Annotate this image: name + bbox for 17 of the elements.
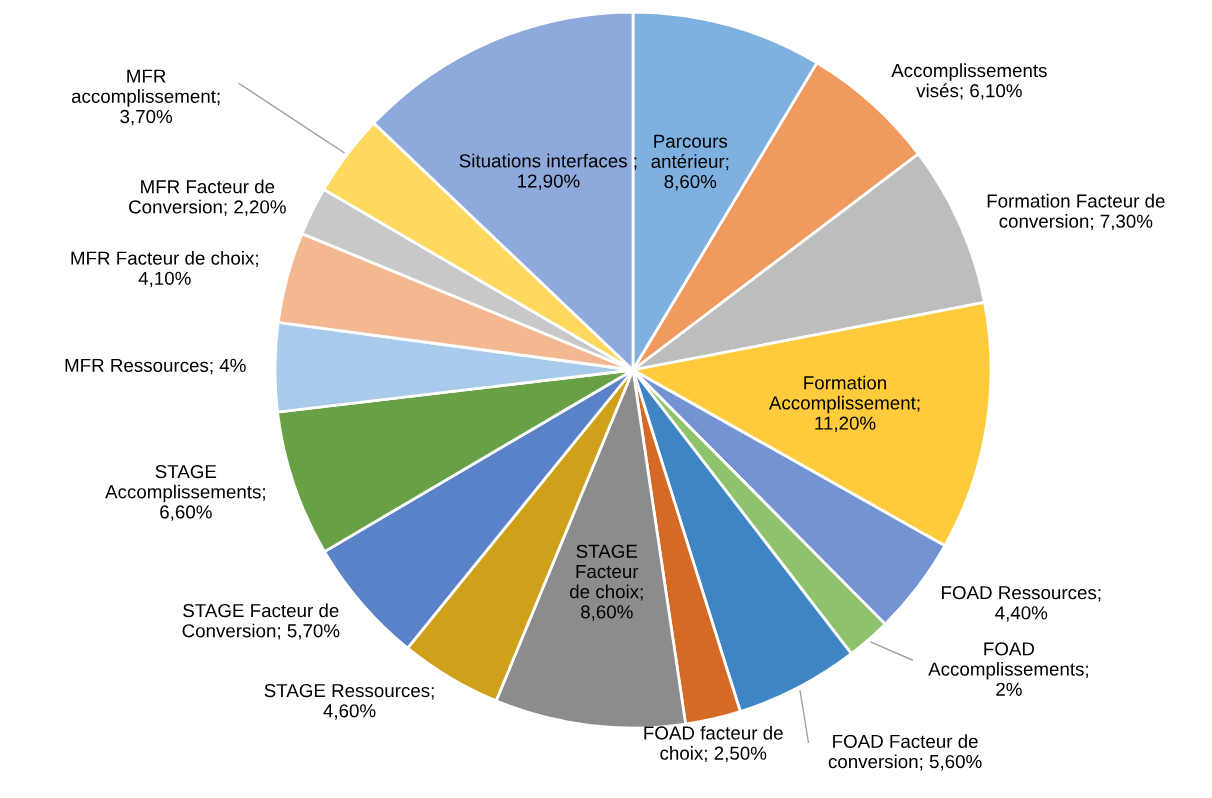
slice-label: MFR accomplissement; 3,70%	[71, 69, 220, 126]
slice-label: STAGE Facteur de Conversion; 5,70%	[182, 603, 340, 640]
slice-label: MFR Facteur de Conversion; 2,20%	[129, 179, 286, 216]
slice-label: FOAD Ressources; 4,40%	[942, 586, 1101, 622]
slice-label: STAGE Facteur de choix; 8,60%	[570, 544, 643, 621]
slice-label: FOAD facteur de choix; 2,50%	[644, 725, 783, 763]
slice-label: Situations interfaces ; 12,90%	[459, 153, 637, 190]
slice-label: Accomplissements visés; 6,10%	[891, 63, 1047, 100]
slice-label: FOAD Accomplissements; 2%	[928, 642, 1088, 696]
slice-label: MFR Facteur de choix; 4,10%	[71, 251, 258, 288]
slice-label: Parcours antérieur; 8,60%	[651, 134, 729, 191]
slice-label: Formation Facteur de conversion; 7,30%	[987, 193, 1165, 231]
slice-label: FOAD Facteur de conversion; 5,60%	[828, 734, 982, 771]
slice-label: STAGE Accomplissements; 6,60%	[105, 464, 265, 521]
slice-label: STAGE Ressources; 4,60%	[264, 683, 434, 720]
slice-label: MFR Ressources; 4%	[65, 358, 246, 375]
slice-label: Formation Accomplissement; 11,20%	[768, 375, 920, 433]
